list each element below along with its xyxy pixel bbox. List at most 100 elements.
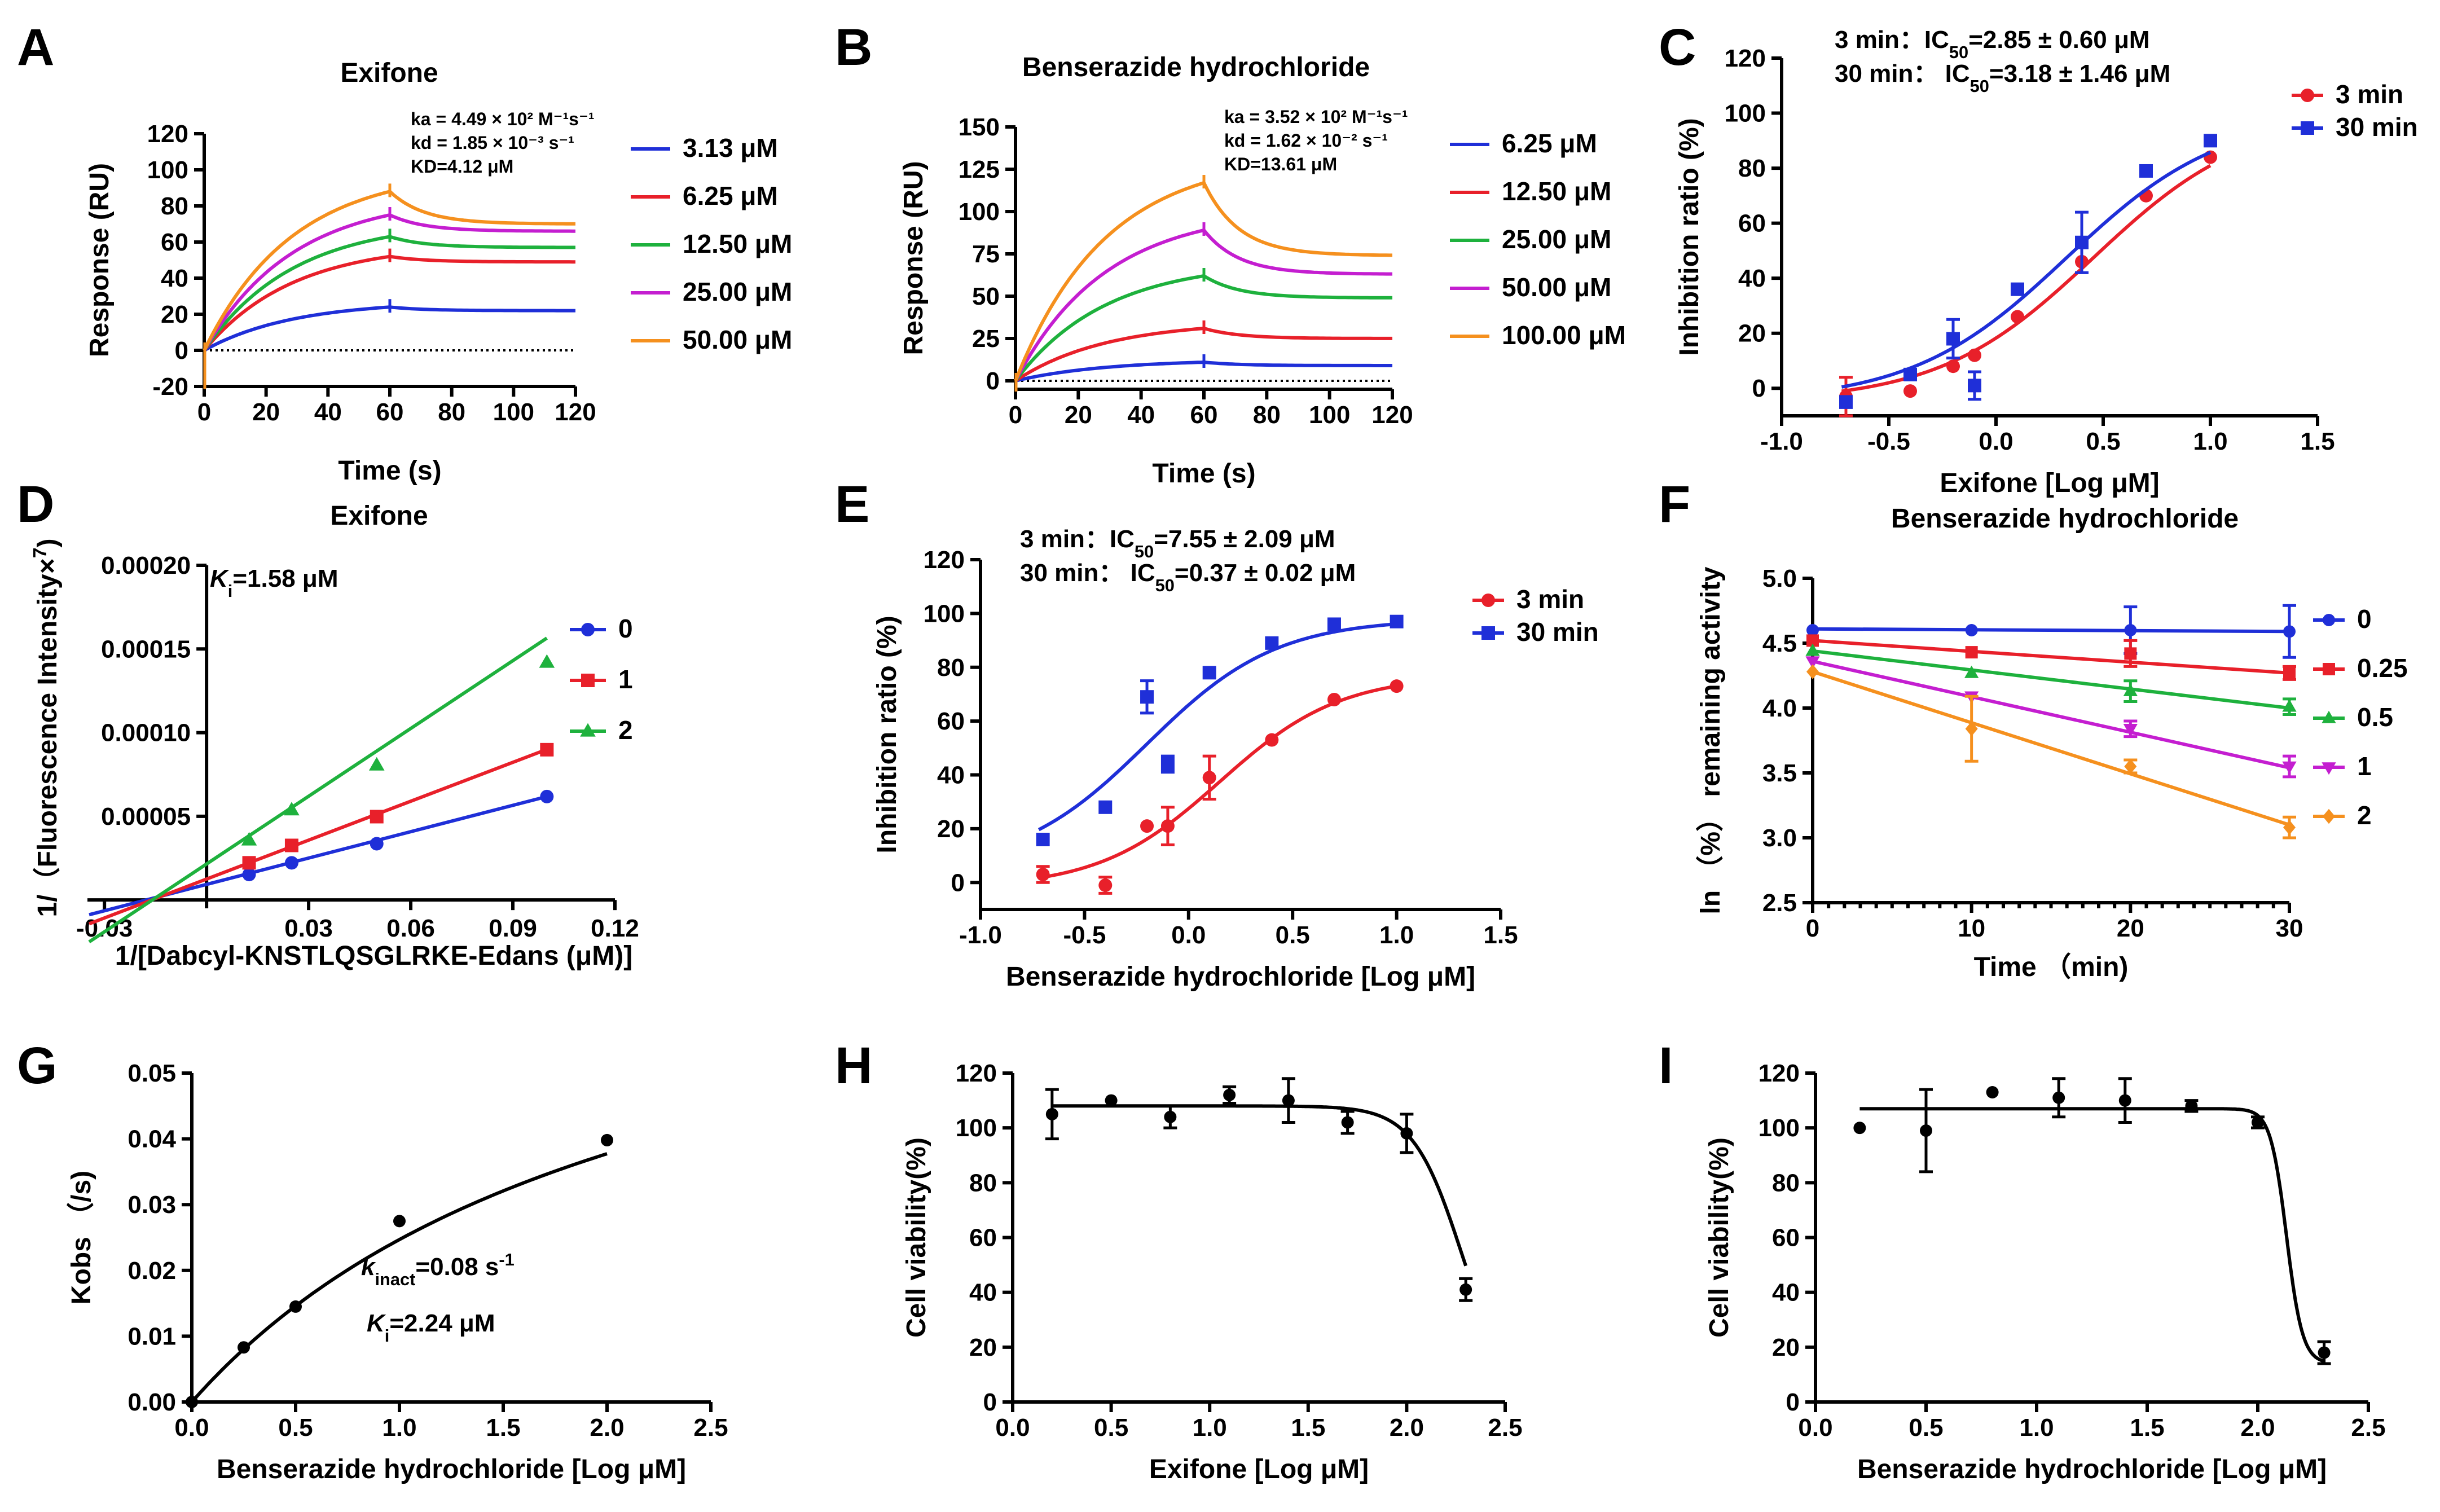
y-tick-label: 50 <box>972 283 1000 310</box>
data-point <box>2283 820 2296 835</box>
y-tick-label: 120 <box>924 546 965 574</box>
legend-marker <box>1481 626 1495 640</box>
legend-label: 12.50 μM <box>683 229 792 258</box>
data-point <box>1806 624 1819 636</box>
data-point <box>1140 690 1154 704</box>
data-point <box>1390 679 1404 693</box>
panel-label-E: E <box>835 476 869 533</box>
y-tick-label: 0.00010 <box>101 719 191 747</box>
y-tick-label: 0 <box>951 869 965 896</box>
x-tick-label: 80 <box>1253 401 1281 429</box>
y-tick-label: 120 <box>1758 1060 1800 1087</box>
data-point <box>1920 1124 1932 1137</box>
data-point <box>242 868 256 882</box>
data-point <box>393 1215 406 1228</box>
data-point <box>284 802 300 816</box>
data-point <box>1968 348 1981 362</box>
data-point <box>1164 1110 1177 1123</box>
legend-label: 6.25 μM <box>683 181 778 210</box>
data-point <box>1098 800 1113 814</box>
panel-label-B: B <box>835 19 872 76</box>
legend-label: 0 <box>618 614 633 643</box>
y-tick-label: 0 <box>175 337 188 364</box>
y-tick-label: 120 <box>1725 45 1766 72</box>
data-point <box>1140 819 1154 833</box>
data-point <box>2318 1346 2331 1359</box>
x-tick-label: -1.0 <box>1760 428 1803 455</box>
x-tick-label: 1.0 <box>382 1414 416 1441</box>
legend-label: 100.00 μM <box>1502 320 1626 350</box>
y-tick-label: 60 <box>937 707 965 735</box>
data-point <box>1805 656 1820 669</box>
x-tick-label: 0.5 <box>278 1414 313 1441</box>
data-point <box>2052 1091 2065 1104</box>
panel-title-D: Exifone <box>330 501 428 531</box>
data-point <box>289 1300 302 1313</box>
data-point <box>1223 1088 1236 1101</box>
x-tick-label: 100 <box>1309 401 1350 429</box>
x-tick-label: 0.5 <box>1094 1414 1128 1441</box>
kinetics-text: KD=13.61 μM <box>1224 154 1337 174</box>
panel-label-C: C <box>1659 19 1696 76</box>
panel-H: H 0 20 40 60 80 100 120 0.0 0.5 1.0 1.5 2.0 2.5 Exifon… <box>835 1037 1523 1484</box>
data-point <box>284 856 298 870</box>
y-tick-label: 0 <box>983 1388 997 1416</box>
y-tick-label: 0.00020 <box>101 552 191 579</box>
y-tick-label: 3.5 <box>1762 759 1797 787</box>
legend-label: 6.25 μM <box>1502 129 1597 158</box>
x-tick-label: 120 <box>1371 401 1413 429</box>
y-tick-label: 125 <box>959 156 1000 183</box>
data-point <box>1098 878 1113 893</box>
x-tick-label: 20 <box>2117 915 2144 942</box>
fit-curve <box>1038 684 1397 880</box>
data-point <box>241 832 257 846</box>
y-tick-label: 100 <box>1725 100 1766 128</box>
legend-label: 12.50 μM <box>1502 177 1611 206</box>
ic50-annotation: 30 min： IC50=3.18 ± 1.46 μM <box>1835 60 2170 96</box>
regression-line <box>88 748 548 926</box>
x-axis-label: Time (s) <box>338 456 441 486</box>
legend-marker <box>581 674 595 687</box>
data-point <box>2011 282 2024 296</box>
y-tick-label: 80 <box>937 654 965 682</box>
legend-label: 0 <box>2357 604 2372 634</box>
x-tick-label: 1.5 <box>1483 921 1518 949</box>
data-point <box>370 837 384 851</box>
y-tick-label: 150 <box>959 113 1000 141</box>
y-tick-label: 20 <box>161 301 188 328</box>
data-point <box>186 1396 198 1408</box>
legend-marker <box>2323 614 2335 626</box>
data-point <box>1839 395 1853 409</box>
legend-marker <box>2323 663 2335 675</box>
sensorgram-curve <box>203 305 575 352</box>
legend-marker <box>2323 808 2335 824</box>
fit-curve <box>190 1152 608 1403</box>
data-point <box>601 1133 613 1146</box>
x-tick-label: 1.5 <box>486 1414 520 1441</box>
y-tick-label: 120 <box>147 120 188 148</box>
x-tick-label: 60 <box>1190 401 1218 429</box>
panel-C: C 0 20 40 60 80 100 120 -1.0 -0.5 0.0 0.5 1.0 1.5 Exif… <box>1659 19 2418 498</box>
ic50-annotation: 30 min： IC50=0.37 ± 0.02 μM <box>1020 559 1356 595</box>
y-tick-label: 0.01 <box>128 1322 176 1350</box>
x-tick-label: 2.5 <box>2351 1414 2385 1441</box>
y-tick-label: 2.5 <box>1762 889 1797 917</box>
y-tick-label: 0.02 <box>128 1257 176 1285</box>
y-tick-label: 80 <box>1772 1169 1800 1197</box>
y-tick-label: 0.00015 <box>101 635 191 663</box>
y-tick-label: 20 <box>1738 320 1766 348</box>
data-point <box>1964 665 1979 678</box>
data-point <box>2283 625 2296 638</box>
legend-marker <box>1481 594 1495 607</box>
x-tick-label: 20 <box>1065 401 1092 429</box>
fit-line <box>1812 627 2290 634</box>
x-tick-label: 120 <box>555 398 596 426</box>
data-point <box>1036 868 1050 881</box>
data-point <box>1946 332 1960 346</box>
panel-label-H: H <box>835 1037 872 1095</box>
x-tick-label: 0.0 <box>1171 921 1206 949</box>
y-tick-label: 40 <box>1772 1279 1800 1307</box>
panel-label-A: A <box>17 19 54 76</box>
data-point <box>1327 617 1341 631</box>
data-point <box>1265 733 1279 747</box>
